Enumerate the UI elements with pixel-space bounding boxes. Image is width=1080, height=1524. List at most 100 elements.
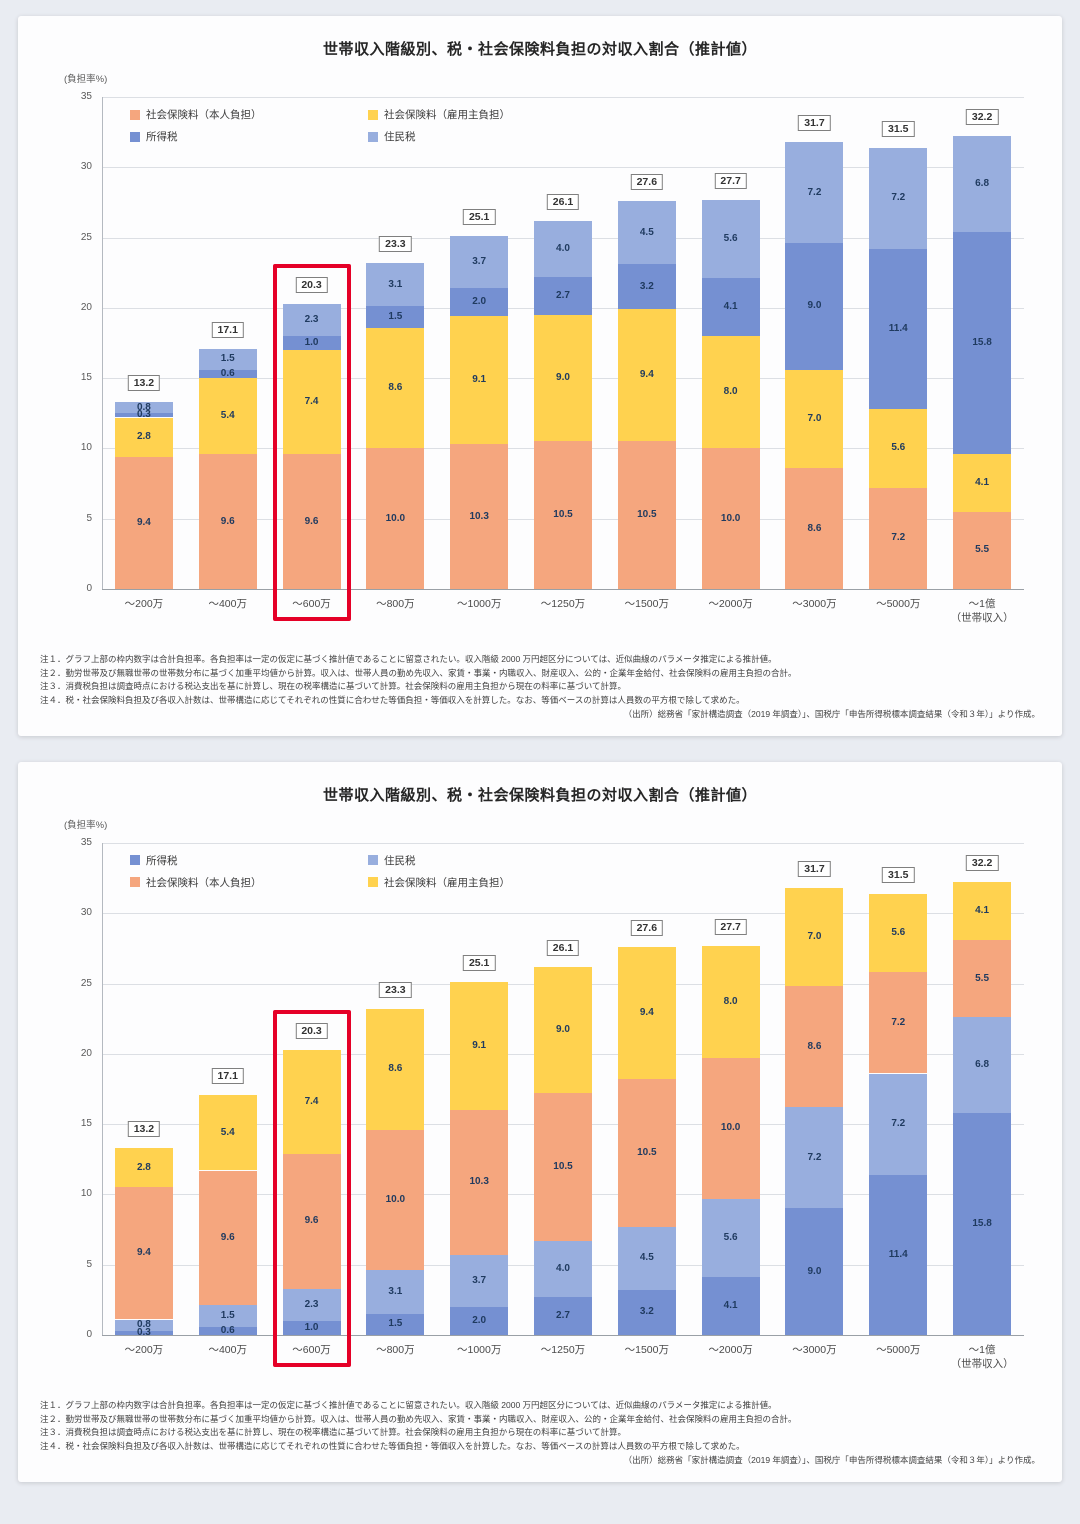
legend-item: 住民税 (368, 129, 416, 144)
y-axis-tick-label: 30 (80, 907, 92, 919)
segment-value-label: 2.0 (472, 1314, 487, 1326)
segment-value-label: 5.6 (891, 442, 906, 454)
segment-value-label: 5.4 (220, 1126, 235, 1138)
segment-value-label: 5.6 (723, 1231, 738, 1243)
x-axis-category-label: ～400万 (208, 598, 247, 610)
y-axis-tick-label: 0 (86, 583, 92, 594)
segment-value-label: 3.2 (639, 1306, 654, 1318)
segment-value-label: 4.0 (556, 1262, 570, 1274)
bar-segment (785, 1208, 844, 1335)
source-note: （出所）総務省「家計構造調査（2019 年調査）」、国税庁「申告所得税標本調査結… (623, 1455, 1040, 1466)
segment-value-label: 10.0 (720, 1122, 741, 1134)
segment-value-label: 1.5 (388, 1318, 403, 1330)
segment-value-label: 4.1 (975, 905, 990, 917)
y-axis-tick-label: 35 (80, 91, 92, 102)
bar-segment (450, 1110, 509, 1255)
bar-segment (869, 1073, 928, 1175)
bar-segment (534, 1297, 592, 1335)
x-axis-category-label: ～1250万 (540, 1343, 586, 1356)
bar-segment (534, 966, 592, 1094)
legend-swatch (130, 877, 140, 888)
bar-segment (617, 201, 676, 265)
segment-value-label: 3.1 (388, 1286, 403, 1298)
bar-segment (450, 316, 509, 445)
bar-segment (198, 369, 257, 379)
bar-segment (114, 456, 173, 589)
segment-value-label: 8.6 (807, 1040, 822, 1052)
x-axis-category-label: ～400万 (208, 1343, 247, 1356)
bar-segment (785, 1107, 844, 1209)
bar-segment (953, 136, 1012, 232)
legend-swatch (368, 109, 378, 120)
note-line-2: 注２．勤労世帯及び無職世帯の世帯数分布に基づく加重平均値から計算。収入は、世帯人… (40, 667, 797, 678)
note-line-2: 注２．勤労世帯及び無職世帯の世帯数分布に基づく加重平均値から計算。収入は、世帯人… (40, 1413, 797, 1424)
total-value-box: 31.7 (798, 114, 831, 131)
bar-segment (869, 972, 928, 1074)
legend-swatch (130, 131, 140, 142)
segment-value-label: 0.8 (136, 401, 151, 413)
chart-notes: 注１．グラフ上部の枠内数字は合計負担率。各負担率は一定の仮定に基づく推計値である… (40, 653, 1040, 722)
bar-segment (785, 369, 844, 469)
bar-segment (282, 1049, 341, 1154)
source-note: （出所）総務省「家計構造調査（2019 年調査）」、国税庁「申告所得税標本調査結… (623, 709, 1040, 720)
bar-segment (198, 378, 257, 455)
segment-value-label: 7.0 (807, 931, 822, 943)
y-axis-unit-label: (負担率%) (64, 819, 108, 831)
segment-value-label: 11.4 (888, 322, 908, 334)
bar-segment (953, 231, 1012, 455)
segment-value-label: 10.5 (637, 509, 657, 521)
x-axis-line (102, 589, 1024, 590)
y-axis-tick-label: 5 (86, 512, 92, 524)
bar-segment (869, 1174, 928, 1335)
segment-value-label: 3.7 (472, 1274, 487, 1286)
bar-segment (701, 199, 760, 279)
x-axis-category-label: ～3000万 (792, 1343, 837, 1356)
note-line-4: 注４．税・社会保険料負担及び各収入計数は、世帯構造に応じてそれぞれの性質に合わせ… (40, 694, 745, 705)
segment-value-label: 10.5 (637, 1146, 657, 1158)
legend-swatch (130, 109, 140, 120)
segment-value-label: 9.0 (556, 372, 570, 384)
x-axis-category-label: ～5000万 (876, 598, 921, 610)
bar-segment (198, 454, 257, 589)
legend-label: 社会保険料（雇用主負担） (384, 876, 510, 889)
bar-segment (701, 448, 760, 589)
bar-segment (534, 441, 592, 589)
legend-item: 社会保険料（本人負担） (130, 107, 262, 122)
segment-value-label: 10.0 (385, 512, 406, 524)
bar-segment (114, 1148, 173, 1188)
x-axis-category-label: ～2000万 (708, 598, 753, 610)
legend-label: 社会保険料（雇用主負担） (384, 109, 510, 121)
bar-segment (450, 288, 509, 317)
segment-value-label: 7.2 (807, 186, 822, 198)
segment-value-label: 4.5 (639, 226, 654, 238)
gridline (102, 97, 1024, 98)
bar-segment (198, 1094, 257, 1171)
segment-value-label: 1.5 (220, 353, 235, 365)
segment-value-label: 9.4 (639, 369, 654, 381)
segment-value-label: 11.4 (888, 1248, 908, 1260)
gridline (102, 842, 1024, 844)
x-axis-note-label: （世帯収入） (950, 612, 1014, 624)
total-value-box: 13.2 (127, 375, 161, 392)
x-axis-category-label: ～600万 (292, 598, 331, 610)
segment-value-label: 10.0 (385, 1194, 406, 1206)
x-axis-category-label: ～1250万 (540, 598, 586, 610)
total-value-box: 27.6 (630, 919, 664, 936)
x-axis-category-label: ～3000万 (792, 598, 837, 610)
x-axis-category-label: ～1500万 (624, 1343, 669, 1356)
legend-swatch (368, 855, 378, 866)
stacked-bar-chart-bottom: (負担率%) 0 5 10 15 20 25 30 35 0.3 0.8 9.4 2.8 13.2 ～200… (40, 817, 1040, 1397)
segment-value-label: 5.6 (891, 926, 906, 938)
bar-segment (785, 887, 844, 987)
bar-segment (198, 1170, 257, 1306)
bar-segment (701, 278, 760, 336)
segment-value-label: 1.5 (220, 1309, 235, 1321)
note-line-1: 注１．グラフ上部の枠内数字は合計負担率。各負担率は一定の仮定に基づく推計値である… (40, 654, 777, 664)
bar-segment (450, 236, 509, 289)
segment-value-label: 4.0 (556, 242, 570, 254)
segment-value-label: 9.6 (304, 1215, 319, 1227)
legend-swatch (368, 131, 378, 142)
bar-segment (366, 1008, 425, 1130)
x-axis-category-label: ～1500万 (624, 598, 669, 610)
y-axis-line (102, 97, 103, 589)
